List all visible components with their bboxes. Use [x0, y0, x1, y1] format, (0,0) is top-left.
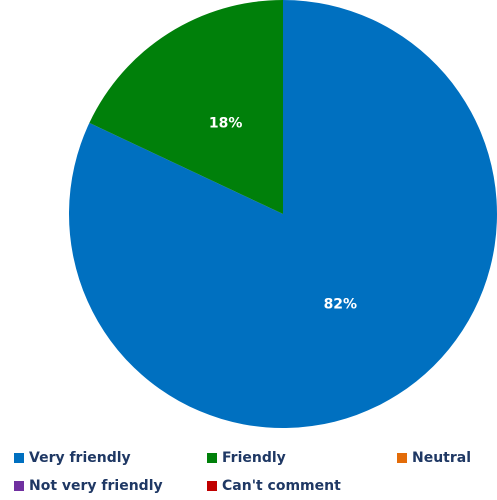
- legend-swatch: [397, 453, 407, 463]
- pie-slice-friendly: [89, 0, 284, 214]
- legend-item: Neutral: [397, 450, 471, 466]
- legend-swatch: [207, 453, 217, 463]
- legend-label: Friendly: [222, 450, 286, 466]
- legend-swatch: [207, 481, 217, 491]
- legend-item: Not very friendly: [14, 478, 163, 494]
- legend-label: Neutral: [412, 450, 472, 466]
- legend-label: Can't comment: [222, 478, 341, 494]
- data-label: 82%: [324, 296, 358, 312]
- legend-item: Can't comment: [207, 478, 341, 494]
- pie-slice-very-friendly: [69, 0, 497, 428]
- pie-chart: 82% 18%: [69, 0, 497, 428]
- data-label: 18%: [209, 116, 243, 132]
- legend-item: Very friendly: [14, 450, 131, 466]
- legend-swatch: [14, 481, 24, 491]
- legend-item: Friendly: [207, 450, 286, 466]
- legend-label: Very friendly: [29, 450, 131, 466]
- legend-swatch: [14, 453, 24, 463]
- legend-label: Not very friendly: [29, 478, 163, 494]
